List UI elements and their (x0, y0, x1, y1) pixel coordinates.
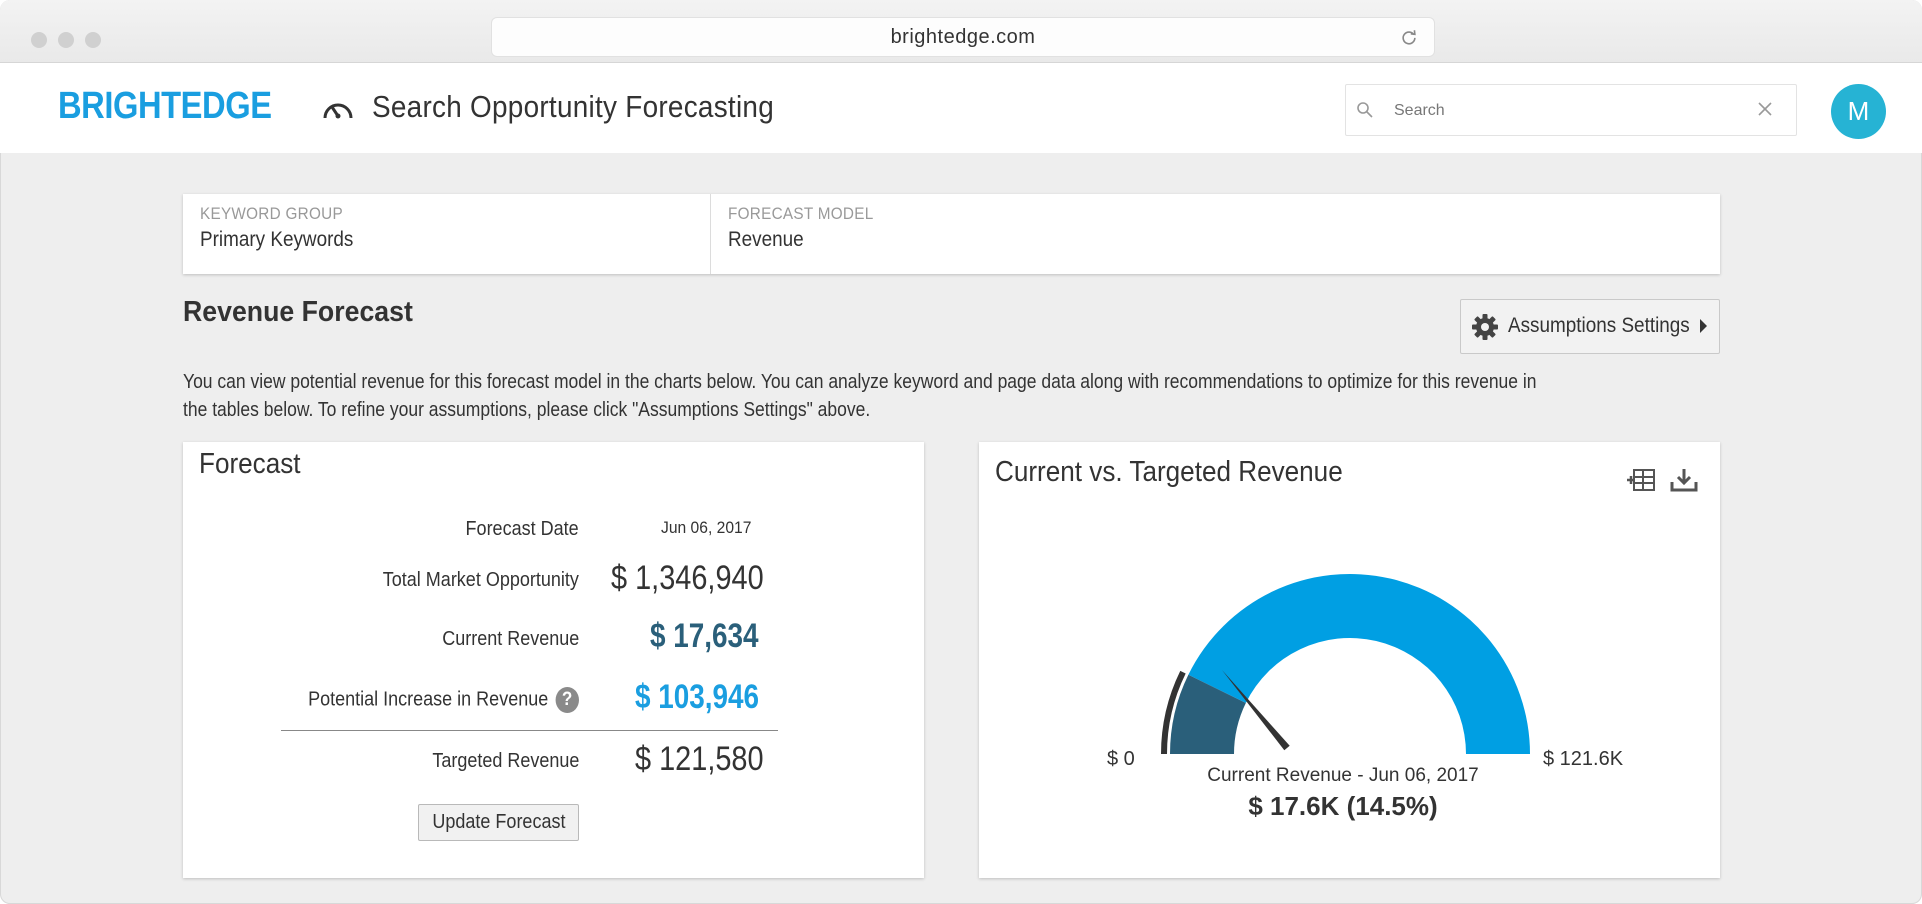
keyword-group-selector[interactable]: KEYWORD GROUP Primary Keywords (183, 194, 710, 274)
targeted-revenue-value: $ 121,580 (635, 740, 764, 778)
caret-right-icon (1700, 319, 1707, 333)
address-bar[interactable]: brightedge.com (491, 17, 1435, 57)
gear-icon (1472, 314, 1498, 340)
gauge-current-arc (1170, 674, 1246, 754)
current-revenue-label: Current Revenue (441, 628, 579, 650)
potential-increase-label: Potential Increase in Revenue (308, 688, 549, 711)
search-input[interactable] (1392, 95, 1736, 127)
minimize-window-dot[interactable] (58, 32, 74, 48)
close-window-dot[interactable] (31, 32, 47, 48)
app-header: BRIGHTEDGE Search Opportunity Forecastin… (0, 63, 1922, 153)
forecast-selector-bar: KEYWORD GROUP Primary Keywords FORECAST … (183, 194, 1720, 274)
selector-divider (710, 194, 711, 274)
potential-increase-label-row: Potential Increase in Revenue? (308, 687, 579, 713)
reload-icon[interactable] (1400, 28, 1418, 46)
gauge-caption: Current Revenue - Jun 06, 2017 (1207, 765, 1478, 786)
gauge-value-label: $ 17.6K (14.5%) (1248, 791, 1437, 821)
revenue-gauge-chart: $ 0 $ 121.6K Current Revenue - Jun 06, 2… (1107, 574, 1624, 821)
forecast-model-label: FORECAST MODEL (728, 204, 874, 223)
assumptions-settings-button[interactable]: Assumptions Settings (1460, 299, 1720, 354)
gauge-card-title: Current vs. Targeted Revenue (995, 456, 1343, 488)
search-icon (1357, 102, 1373, 118)
revenue-gauge-card: Current vs. Targeted Revenue $ 0 $ 121.6… (979, 442, 1720, 878)
close-icon[interactable] (1756, 100, 1774, 118)
market-opportunity-value: $ 1,346,940 (611, 559, 764, 597)
keyword-group-label: KEYWORD GROUP (200, 204, 343, 223)
forecast-card-title: Forecast (199, 448, 301, 480)
maximize-window-dot[interactable] (85, 32, 101, 48)
table-add-icon[interactable] (1626, 466, 1656, 494)
update-forecast-button[interactable]: Update Forecast (418, 804, 579, 841)
potential-increase-value: $ 103,946 (635, 678, 760, 716)
gauge-remaining-arc (1188, 574, 1530, 754)
speedometer-icon (323, 103, 353, 119)
assumptions-settings-label: Assumptions Settings (1508, 314, 1690, 337)
keyword-group-value: Primary Keywords (200, 228, 354, 251)
section-description: You can view potential revenue for this … (183, 371, 1537, 421)
update-forecast-label: Update Forecast (431, 811, 566, 833)
gauge-max-label: $ 121.6K (1543, 748, 1624, 770)
current-revenue-value: $ 17,634 (650, 617, 759, 655)
brand-logo[interactable]: BRIGHTEDGE (58, 85, 272, 127)
targeted-revenue-label: Targeted Revenue (431, 750, 579, 772)
gauge-min-label: $ 0 (1107, 748, 1135, 770)
forecast-model-selector[interactable]: FORECAST MODEL Revenue (711, 194, 1720, 274)
user-avatar[interactable]: M (1831, 84, 1886, 139)
gauge-current-rim (1161, 670, 1186, 754)
browser-toolbar: brightedge.com (0, 0, 1922, 63)
page-title: Revenue Forecast (183, 296, 413, 328)
gauge-needle (1222, 670, 1290, 751)
total-divider (281, 730, 778, 731)
forecast-date-value: Jun 06, 2017 (661, 518, 752, 537)
download-icon[interactable] (1669, 466, 1699, 494)
address-url: brightedge.com (890, 26, 1036, 48)
app-title: Search Opportunity Forecasting (372, 89, 775, 124)
forecast-date-label: Forecast Date (465, 518, 579, 540)
search-box (1345, 84, 1797, 136)
help-icon[interactable]: ? (555, 687, 579, 713)
forecast-model-value: Revenue (728, 228, 804, 251)
forecast-card: Forecast Forecast Date Jun 06, 2017 Tota… (183, 442, 924, 878)
market-opportunity-label: Total Market Opportunity (382, 569, 579, 591)
